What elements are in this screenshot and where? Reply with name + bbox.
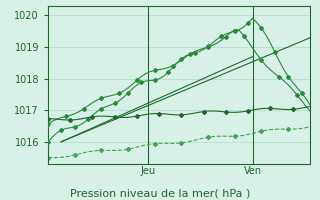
- Text: Ven: Ven: [244, 166, 262, 176]
- Text: Pression niveau de la mer( hPa ): Pression niveau de la mer( hPa ): [70, 188, 250, 198]
- Text: Jeu: Jeu: [140, 166, 155, 176]
